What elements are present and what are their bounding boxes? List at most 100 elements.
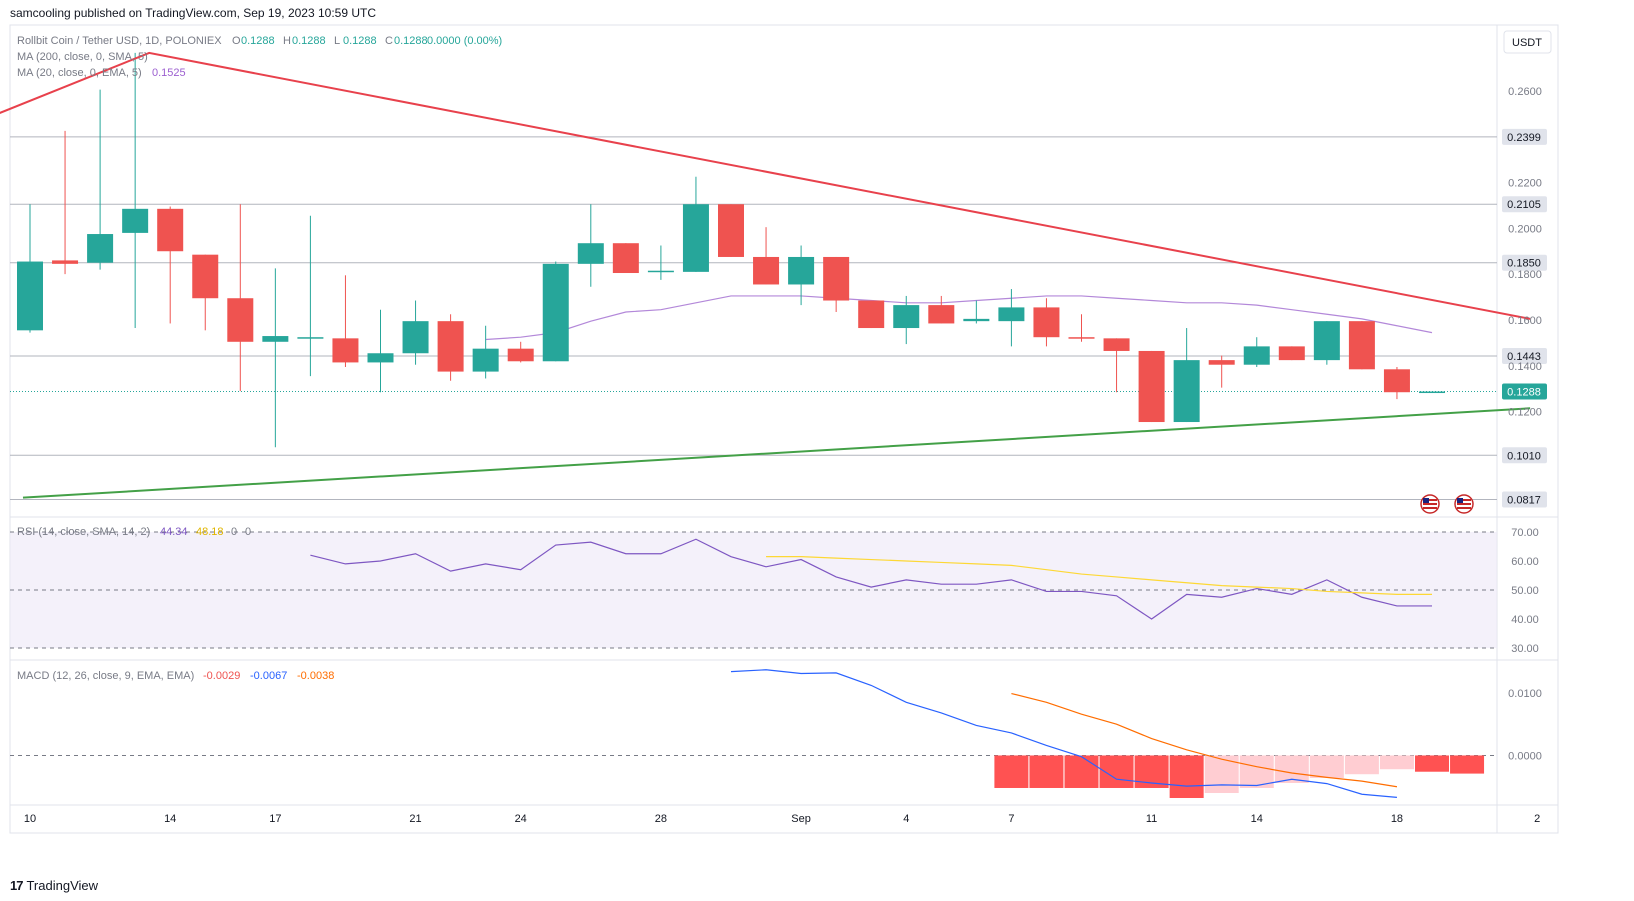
legend-ma20-value: 0.1525 [152,67,186,79]
macd-histogram-bar [1204,755,1239,793]
price-level-label: 0.1850 [1507,258,1541,270]
time-tick-label: 2 [1534,813,1540,825]
time-tick-label: 7 [1008,813,1014,825]
candle-body [17,261,43,331]
macd-tick-label: 0.0000 [1508,750,1542,762]
macd-histogram-bar [1344,755,1379,775]
resistance-trendline [0,51,1531,320]
legend-ma20: MA (20, close, 0, EMA, 5) [17,67,142,79]
currency-button-label: USDT [1512,37,1542,49]
legend-ohlc-key: L [334,35,340,47]
price-level-label: 0.2105 [1507,199,1541,211]
currency-button[interactable] [1503,30,1552,54]
candle-body [1068,337,1095,339]
price-level-label: 0.1443 [1507,351,1541,363]
candle-body [893,305,920,329]
legend-ohlc-key: O [232,35,241,47]
tradingview-logo-icon: 17 [10,877,24,893]
current-price-label: 0.1288 [1507,387,1541,399]
legend-rsi-value: 44.34 [160,526,188,538]
legend-ohlc-key: C [385,35,393,47]
macd-histogram-bar [1274,755,1309,783]
rsi-ma-line [766,556,1432,595]
macd-histogram-bar [1064,755,1099,788]
signal-line [1011,692,1398,788]
legend-rsi-upper: 0 [231,526,237,538]
time-tick-label: 14 [1251,813,1263,825]
time-tick-label: 4 [903,813,909,825]
time-tick-label: 17 [269,813,281,825]
macd-tick-label: 0.0100 [1508,688,1542,700]
time-tick-label: 21 [409,813,421,825]
candle-body [998,307,1025,322]
support-trendline [22,407,1531,499]
candle-body [1313,321,1340,361]
candle-body [332,338,359,363]
candle-body [542,263,569,362]
footer-brand[interactable]: 17 TradingView [10,876,98,894]
candle-body [297,337,324,339]
legend-macd: MACD (12, 26, close, 9, EMA, EMA) [17,670,194,682]
macd-histogram-bar [1239,755,1274,788]
candle-body [1278,346,1305,361]
legend-ohlc-value: 0.1288 [343,35,377,47]
legend-symbol: Rollbit Coin / Tether USD, 1D, POLONIEX [17,35,222,47]
candle-body [87,234,114,263]
candle-body [192,254,219,299]
macd-histogram-bar [994,755,1029,788]
candle-body [1383,369,1410,393]
candle-body [577,243,604,264]
candle-body [963,318,990,322]
time-tick-label: Sep [791,813,811,825]
candle-body [437,321,464,372]
price-level-tag [1502,491,1547,508]
candle-body [1243,346,1270,365]
price-level-tag [1502,348,1547,365]
legend-ohlc-value: 0.1288 [241,35,275,47]
footer-brand-text: TradingView [26,877,99,893]
candle-body [1033,307,1060,338]
price-level-tag [1502,447,1547,464]
candle-body [122,208,149,233]
candle-body [823,256,850,301]
us-flag-icon[interactable] [1420,494,1440,514]
price-level-label: 0.2399 [1507,132,1541,144]
legend-ohlc-key: H [283,35,291,47]
time-tick-label: 14 [164,813,176,825]
legend-macd-hist: -0.0029 [203,670,240,682]
candle-body [682,204,709,272]
legend-ma200: MA (200, close, 0, SMA, 5) [17,51,148,63]
time-tick-label: 11 [1146,813,1157,825]
price-tick-label: 0.1800 [1508,269,1542,281]
macd-histogram-bar [1169,755,1204,798]
candle-body [227,298,254,342]
macd-histogram-bar [1450,755,1485,774]
current-price-tag [1502,383,1547,400]
price-level-label: 0.1010 [1507,450,1541,462]
legend-ohlc-value: 0.1288 [292,35,326,47]
price-tick-label: 0.1400 [1508,361,1542,373]
candle-body [1419,391,1445,394]
candle-body [1208,360,1235,365]
legend-rsi: RSI (14, close, SMA, 14, 2) [17,526,150,538]
price-tick-label: 0.2200 [1508,177,1542,189]
macd-histogram-bar [1415,755,1449,772]
rsi-tick-label: 50.00 [1511,585,1539,597]
us-flag-icon[interactable] [1454,494,1474,514]
candle-body [753,256,780,285]
time-tick-label: 10 [24,813,36,825]
candle-body [367,353,394,363]
rsi-tick-label: 30.00 [1511,643,1539,655]
candle-body [928,305,955,324]
price-tick-label: 0.1600 [1508,315,1542,327]
price-tick-label: 0.1200 [1508,407,1542,419]
candle-body [507,348,534,362]
candle-body [1103,338,1130,351]
candle-body [647,270,674,273]
candle-body [402,321,429,354]
candle-body [1348,321,1375,370]
price-level-tag [1502,196,1547,213]
rsi-band [10,532,1497,648]
candle-body [858,300,885,329]
